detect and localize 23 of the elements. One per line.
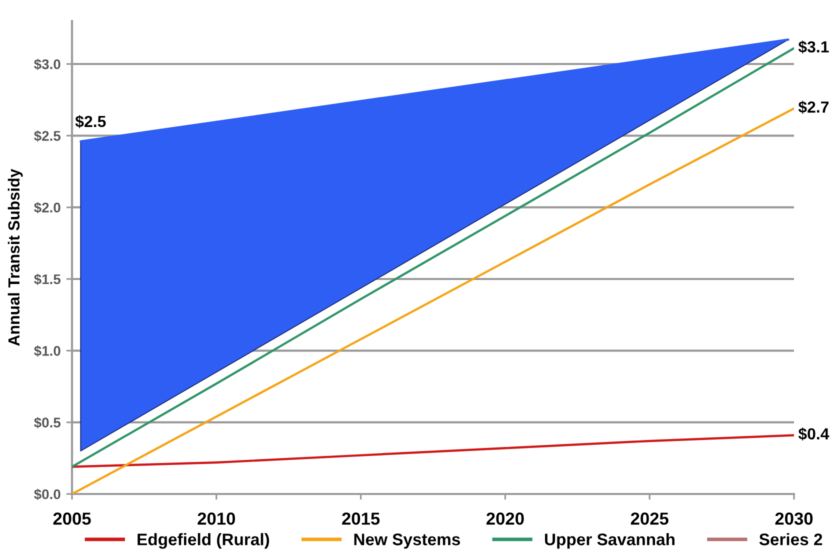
line-series: [72, 434, 794, 468]
legend-label: Upper Savannah: [545, 533, 674, 549]
data-label: $3.1: [798, 40, 829, 54]
legend-label: Series 2: [759, 533, 822, 546]
y-axis-title: Annual Transit Subsidy: [8, 168, 23, 346]
x-tick-label: 2010: [198, 512, 235, 525]
x-tick-label: 2020: [486, 512, 524, 525]
legend-label: Edgefield (Rural): [138, 533, 270, 549]
y-tick-label: $2.0: [34, 202, 60, 214]
data-label: $2.7: [798, 100, 829, 114]
x-tick-label: 2025: [630, 512, 668, 525]
y-tick-label: $0.0: [34, 488, 60, 500]
data-label: $0.4: [798, 428, 830, 441]
x-tick-label: 2015: [342, 512, 380, 525]
x-tick-label: 2030: [775, 512, 813, 525]
legend-label: New Systems: [354, 534, 460, 549]
data-label: $2.5: [75, 115, 106, 128]
y-tick-label: $1.5: [34, 274, 61, 286]
y-tick-label: $1.0: [34, 345, 60, 357]
y-tick-label: $0.5: [34, 417, 61, 428]
y-tick-label: $2.5: [34, 130, 61, 142]
x-tick-label: 2005: [53, 512, 91, 525]
y-tick-label: $3.0: [34, 58, 60, 70]
